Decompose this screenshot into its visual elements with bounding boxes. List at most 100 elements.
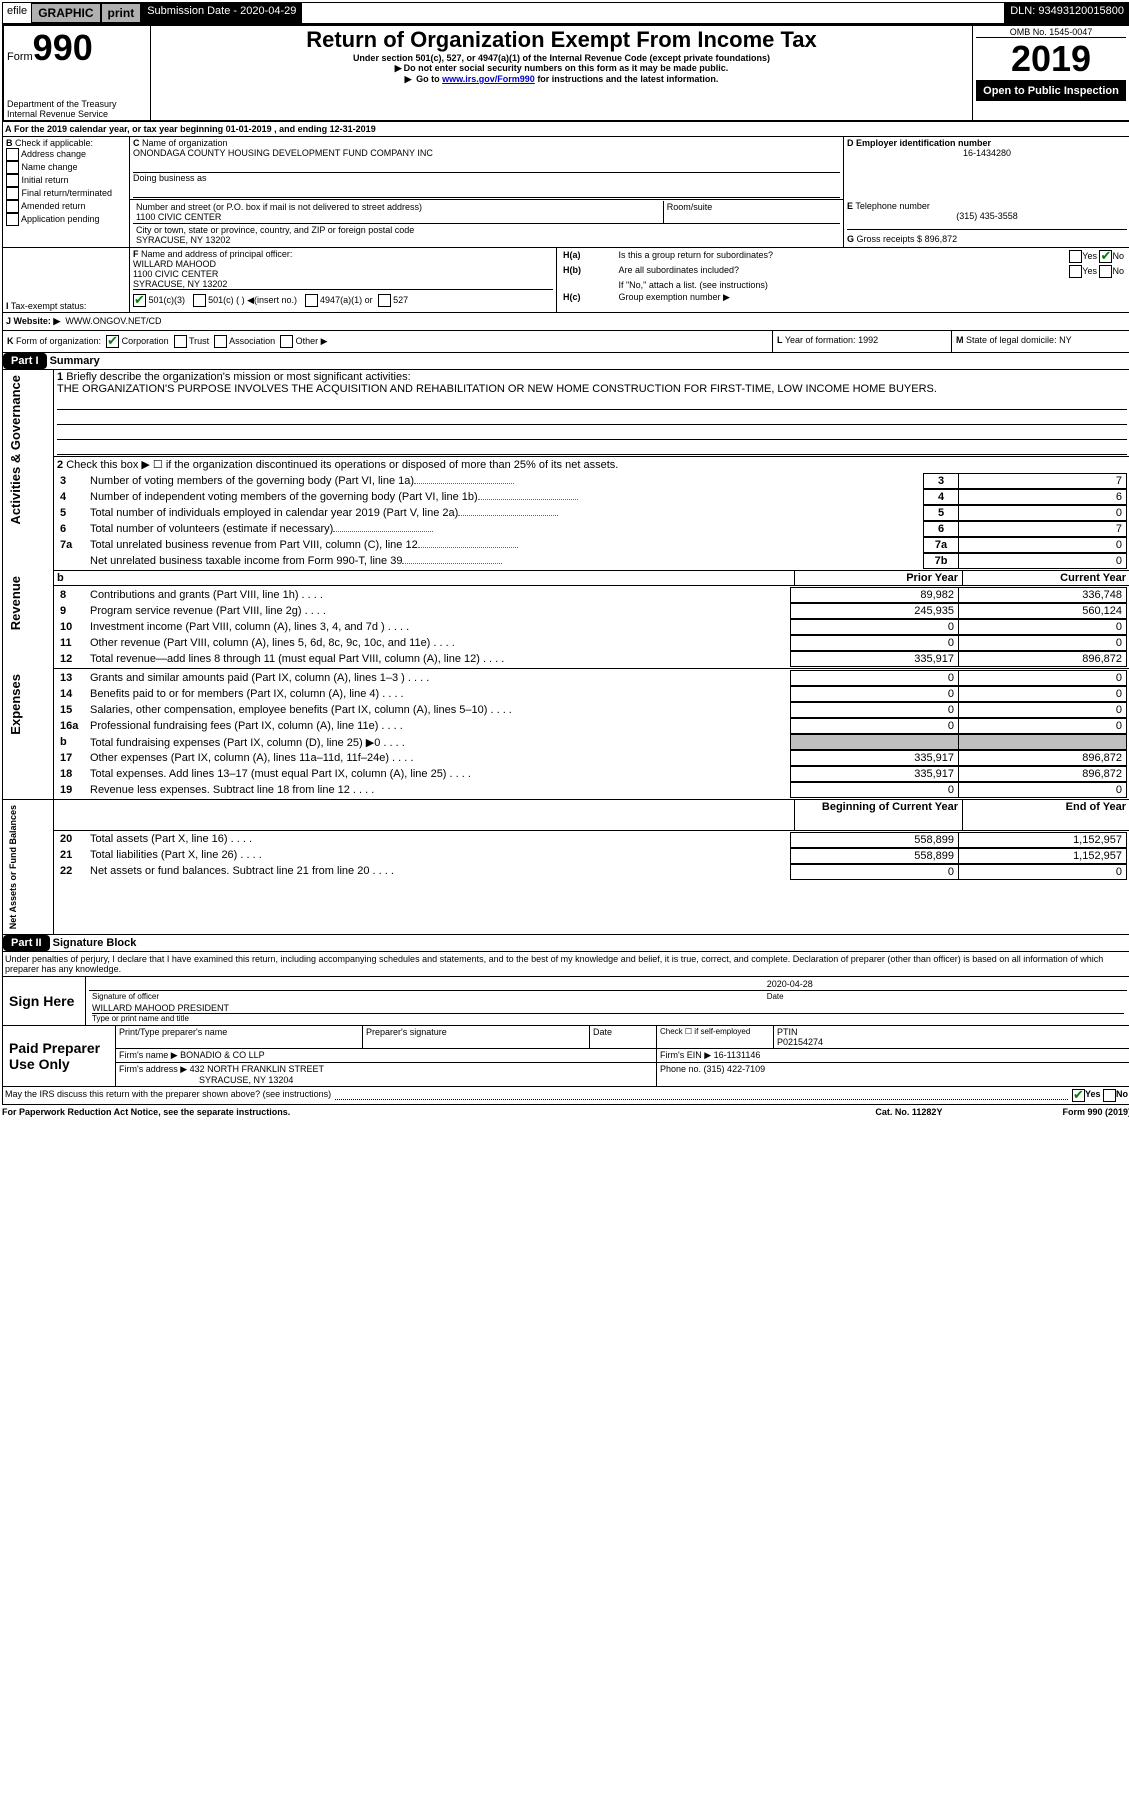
section-k: K Form of organization: Corporation Trus… xyxy=(3,331,773,353)
k-checkbox[interactable] xyxy=(174,335,187,348)
b-checkbox[interactable] xyxy=(6,148,19,161)
gross-receipts: 896,872 xyxy=(925,234,958,244)
open-public: Open to Public Inspection xyxy=(976,81,1126,101)
b-checkbox[interactable] xyxy=(6,187,19,200)
vlabel-exp: Expenses xyxy=(6,670,25,739)
dept-treasury: Department of the Treasury xyxy=(7,99,147,109)
q1-block: 1 Briefly describe the organization's mi… xyxy=(54,370,1129,457)
klm-block: K Form of organization: Corporation Trus… xyxy=(2,331,1129,353)
k-checkbox[interactable] xyxy=(106,335,119,348)
b-checkbox[interactable] xyxy=(6,200,19,213)
dba-label: Doing business as xyxy=(133,173,840,183)
vlabel-rev: Revenue xyxy=(6,572,25,634)
501c3-checkbox[interactable] xyxy=(133,294,146,307)
officer-addr2: SYRACUSE, NY 13202 xyxy=(133,279,553,289)
col-prior: Prior Year xyxy=(795,571,963,586)
firm-name: BONADIO & CO LLP xyxy=(180,1050,265,1060)
501c-checkbox[interactable] xyxy=(193,294,206,307)
part-i-header: Part I Summary xyxy=(2,353,1129,370)
section-h: H(a)Is this a group return for subordina… xyxy=(557,248,1129,313)
part-i-body: Activities & Governance 1 Briefly descri… xyxy=(2,370,1129,935)
page-footer: For Paperwork Reduction Act Notice, see … xyxy=(2,1105,1129,1119)
part-ii-header: Part II Signature Block xyxy=(2,935,1129,952)
ptin: P02154274 xyxy=(777,1037,823,1047)
part-ii-num: Part II xyxy=(3,935,50,951)
form-number: 990 xyxy=(33,27,93,68)
header-left: Form990 Department of the Treasury Inter… xyxy=(3,25,151,121)
discuss-row: May the IRS discuss this return with the… xyxy=(2,1087,1129,1105)
part-ii-title: Signature Block xyxy=(53,937,137,949)
section-e-g: E Telephone number (315) 435-3558 G Gros… xyxy=(844,200,1129,248)
org-city: SYRACUSE, NY 13202 xyxy=(136,235,230,245)
tax-exempt-left: I Tax-exempt status: xyxy=(3,248,130,313)
section-b: B Check if applicable: Address change Na… xyxy=(3,137,130,248)
part-i-title: Summary xyxy=(50,355,100,367)
identity-block: B Check if applicable: Address change Na… xyxy=(2,137,1129,248)
discuss-no-checkbox[interactable] xyxy=(1103,1089,1116,1102)
efile-bar: efile GRAPHIC print Submission Date - 20… xyxy=(2,2,1129,24)
header-right: OMB No. 1545-0047 2019 Open to Public In… xyxy=(973,25,1129,121)
ha-yes-checkbox[interactable] xyxy=(1069,250,1082,263)
gov-rows: 3Number of voting members of the governi… xyxy=(54,472,1129,571)
name-title-label: Type or print name and title xyxy=(92,1014,1124,1023)
section-c-addr: Number and street (or P.O. box if mail i… xyxy=(130,200,844,248)
efile-dln: DLN: 93493120015800 xyxy=(1004,3,1129,23)
exp-rows: 13Grants and similar amounts paid (Part … xyxy=(54,669,1129,800)
prep-date-label: Date xyxy=(590,1026,657,1049)
sign-date: 2020-04-28 xyxy=(764,978,1127,991)
form-warn1: Do not enter social security numbers on … xyxy=(154,63,969,74)
declaration: Under penalties of perjury, I declare th… xyxy=(2,952,1129,977)
col-curr: Current Year xyxy=(963,571,1129,586)
net-rows: 20Total assets (Part X, line 16) . . . .… xyxy=(54,830,1129,934)
vlabel-gov: Activities & Governance xyxy=(6,371,25,529)
line-a: A For the 2019 calendar year, or tax yea… xyxy=(2,122,1129,137)
efile-graphic-btn[interactable]: GRAPHIC xyxy=(31,3,100,23)
prep-sig-label: Preparer's signature xyxy=(363,1026,590,1049)
k-checkbox[interactable] xyxy=(280,335,293,348)
col-eoy: End of Year xyxy=(963,800,1129,831)
4947-checkbox[interactable] xyxy=(305,294,318,307)
rev-rows: 8Contributions and grants (Part VIII, li… xyxy=(54,586,1129,669)
dept-irs: Internal Revenue Service xyxy=(7,109,147,119)
officer-name: WILLARD MAHOOD xyxy=(133,259,553,269)
ein: 16-1434280 xyxy=(847,148,1127,158)
b-checkbox[interactable] xyxy=(6,161,19,174)
fh-block: I Tax-exempt status: F Name and address … xyxy=(2,248,1129,313)
hb-yes-checkbox[interactable] xyxy=(1069,265,1082,278)
part-i-num: Part I xyxy=(3,353,47,369)
sig-date-label: Date xyxy=(764,991,1127,1003)
discuss-yes-checkbox[interactable] xyxy=(1072,1089,1085,1102)
header-mid: Return of Organization Exempt From Incom… xyxy=(151,25,973,121)
form-subtitle: Under section 501(c), 527, or 4947(a)(1)… xyxy=(154,53,969,63)
b-checkbox[interactable] xyxy=(6,174,19,187)
527-checkbox[interactable] xyxy=(378,294,391,307)
firm-addr1: 432 NORTH FRANKLIN STREET xyxy=(190,1064,324,1074)
vlabel-net: Net Assets or Fund Balances xyxy=(6,801,20,933)
b-checkbox[interactable] xyxy=(6,213,19,226)
ha-no-checkbox[interactable] xyxy=(1099,250,1112,263)
firm-phone: (315) 422-7109 xyxy=(704,1064,766,1074)
efile-prefix: efile xyxy=(3,3,31,23)
section-d-e: D Employer identification number 16-1434… xyxy=(844,137,1129,200)
efile-spacer xyxy=(302,3,1004,23)
mission-text: THE ORGANIZATION'S PURPOSE INVOLVES THE … xyxy=(57,383,937,395)
efile-print-btn[interactable]: print xyxy=(101,3,142,23)
website: WWW.ONGOV.NET/CD xyxy=(65,316,161,326)
form-title: Return of Organization Exempt From Incom… xyxy=(154,27,969,53)
form990-link[interactable]: www.irs.gov/Form990 xyxy=(442,74,535,84)
tax-year: 2019 xyxy=(976,38,1126,81)
pra-notice: For Paperwork Reduction Act Notice, see … xyxy=(2,1107,290,1117)
firm-addr2: SYRACUSE, NY 13204 xyxy=(199,1075,293,1085)
k-checkbox[interactable] xyxy=(214,335,227,348)
efile-subdate: Submission Date - 2020-04-29 xyxy=(141,3,302,23)
sign-here-label: Sign Here xyxy=(3,977,86,1026)
officer-addr1: 1100 CIVIC CENTER xyxy=(133,269,553,279)
prep-name-label: Print/Type preparer's name xyxy=(116,1026,363,1049)
sign-here-block: Sign Here 2020-04-28 Signature of office… xyxy=(2,977,1129,1026)
b-spacer: b xyxy=(54,571,795,586)
q2-block: 2 Check this box ▶ ☐ if the organization… xyxy=(54,457,1129,473)
omb-number: OMB No. 1545-0047 xyxy=(976,27,1126,38)
section-l: L Year of formation: 1992 xyxy=(773,331,952,353)
officer-name-title: WILLARD MAHOOD PRESIDENT xyxy=(92,1003,1124,1014)
hb-no-checkbox[interactable] xyxy=(1099,265,1112,278)
